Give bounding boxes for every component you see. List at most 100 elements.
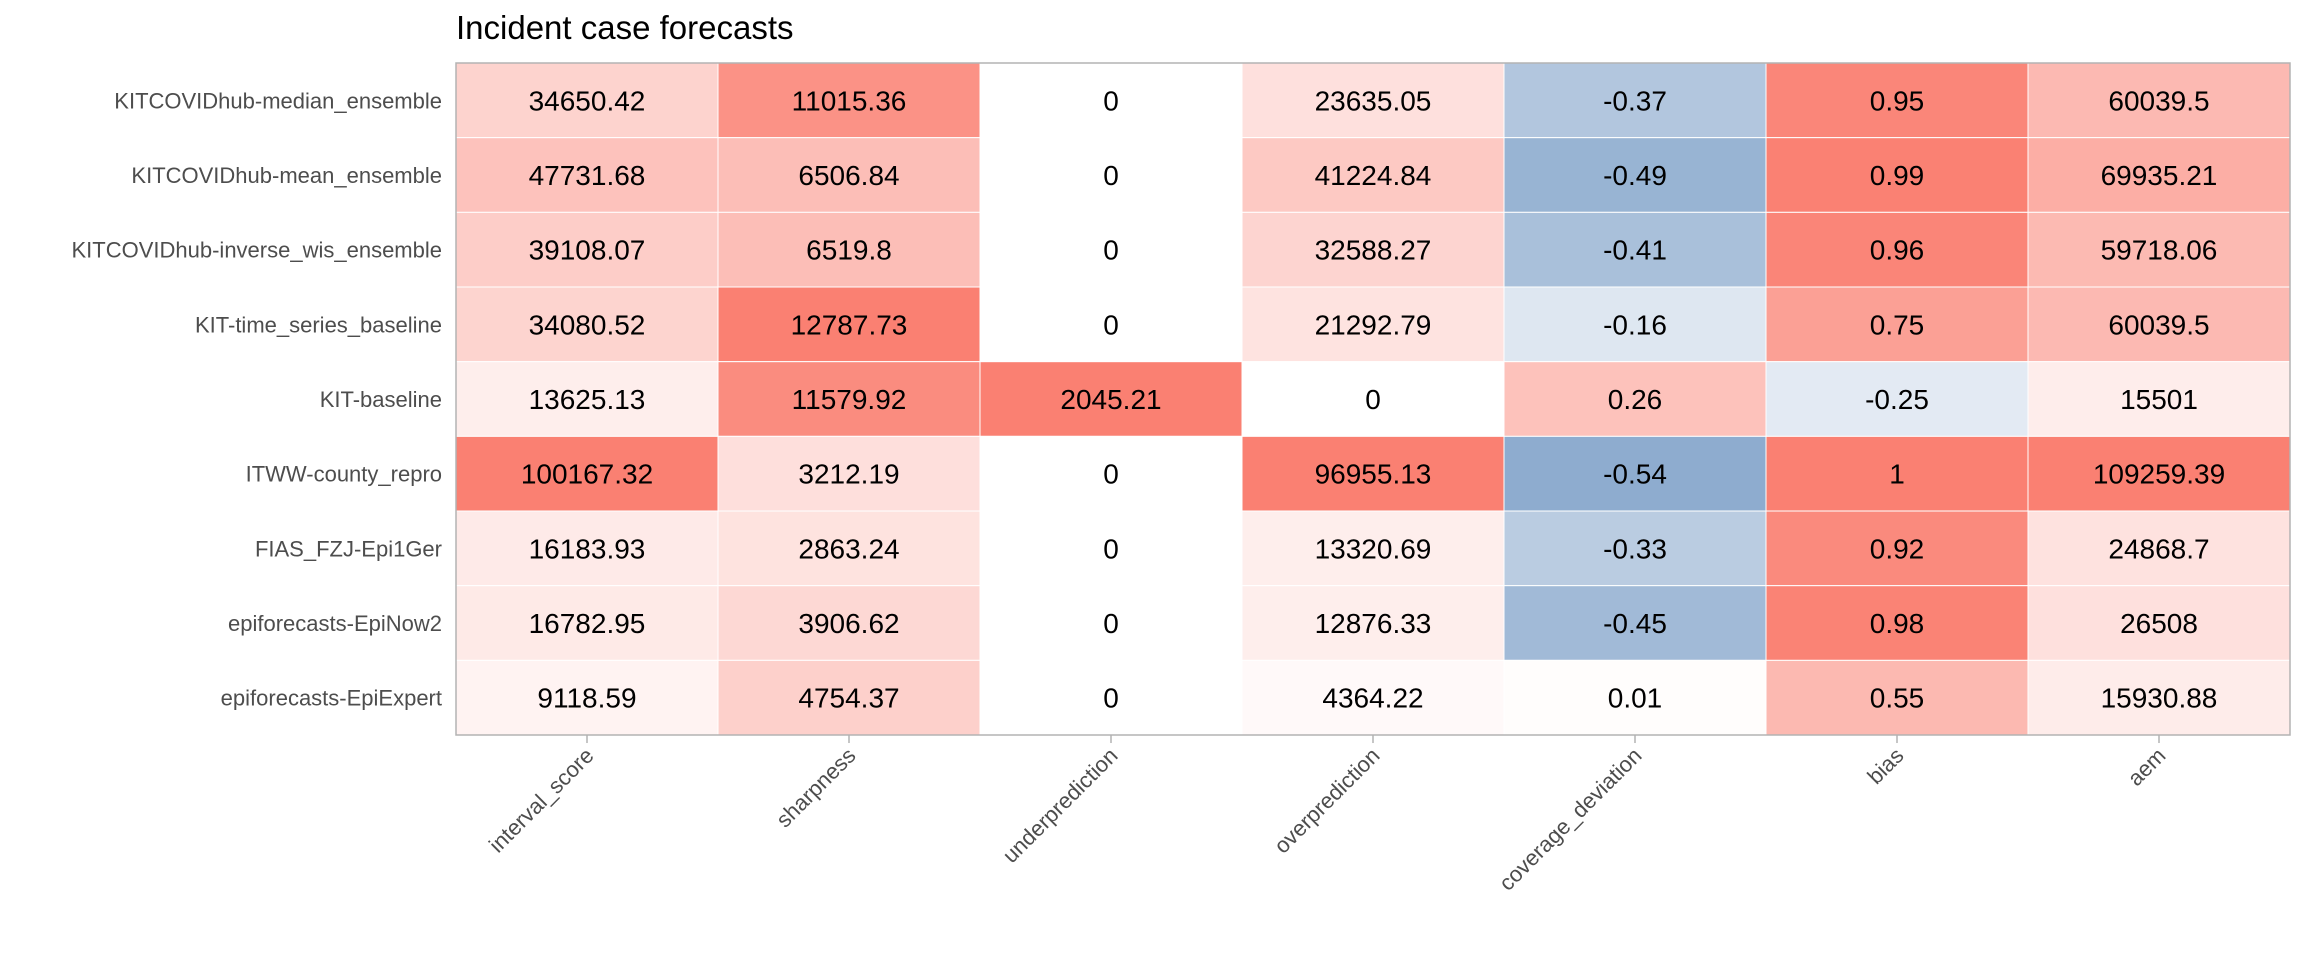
heatmap-cell <box>1765 510 2029 587</box>
cell-value-label: 6506.84 <box>798 160 899 191</box>
heatmap-cell <box>455 510 719 587</box>
heatmap-cell <box>979 361 1243 437</box>
y-tick-label: epiforecasts-EpiNow2 <box>228 611 442 636</box>
cell-value-label: 23635.05 <box>1315 85 1432 116</box>
heatmap-cell <box>455 435 719 512</box>
cell-value-label: 0 <box>1103 459 1119 490</box>
y-tick-label: KITCOVIDhub-inverse_wis_ensemble <box>72 238 443 263</box>
heatmap-cell <box>1765 211 2029 288</box>
heatmap-cell <box>1765 62 2029 139</box>
cell-value-label: 41224.84 <box>1315 160 1432 191</box>
cell-value-label: 34650.42 <box>529 85 646 116</box>
cell-value-label: 47731.68 <box>529 160 646 191</box>
heatmap-cell <box>455 585 719 661</box>
x-tick-label: bias <box>1862 743 1908 789</box>
heatmap-cell <box>979 211 1243 288</box>
heatmap-cell <box>717 435 981 512</box>
cell-value-label: 13625.13 <box>529 384 646 415</box>
panel-border <box>455 62 2291 736</box>
y-tick-label: KITCOVIDhub-median_ensemble <box>114 88 442 113</box>
heatmap-cell <box>455 211 719 288</box>
heatmap-cell <box>2027 585 2291 661</box>
heatmap-cell <box>455 361 719 437</box>
heatmap-cell <box>2027 361 2291 437</box>
cell-value-label: 60039.5 <box>2108 309 2209 340</box>
cell-value-label: -0.45 <box>1603 608 1667 639</box>
cell-value-label: 0.99 <box>1870 160 1925 191</box>
cell-value-label: 9118.59 <box>537 683 636 714</box>
heatmap-cell <box>1765 137 2029 213</box>
heatmap-cell <box>1241 286 1505 363</box>
cell-value-label: 109259.39 <box>2093 459 2225 490</box>
cell-value-label: 0.92 <box>1870 533 1925 564</box>
heatmap-cell <box>2027 137 2291 213</box>
heatmap-cell <box>979 137 1243 213</box>
cell-value-label: 2863.24 <box>798 533 899 564</box>
cell-value-label: 0 <box>1103 683 1119 714</box>
heatmap-cell <box>717 62 981 139</box>
cell-value-label: 4364.22 <box>1322 683 1423 714</box>
chart-title: Incident case forecasts <box>456 9 794 46</box>
cell-value-label: 15501 <box>2120 384 2198 415</box>
cell-value-label: 3212.19 <box>798 459 899 490</box>
cell-value-label: 60039.5 <box>2108 85 2209 116</box>
heatmap-cell <box>717 585 981 661</box>
heatmap-cell <box>1241 435 1505 512</box>
cell-value-label: 96955.13 <box>1315 459 1432 490</box>
cell-value-label: 0 <box>1103 160 1119 191</box>
heatmap-cell <box>1241 211 1505 288</box>
cell-value-label: -0.41 <box>1603 235 1667 266</box>
heatmap-cell <box>1503 510 1767 587</box>
cell-value-label: 13320.69 <box>1315 533 1432 564</box>
cell-value-label: 16183.93 <box>529 533 646 564</box>
x-tick-label: underprediction <box>998 743 1123 868</box>
heatmap-cell <box>979 510 1243 587</box>
cell-value-label: 0.55 <box>1870 683 1925 714</box>
cell-value-label: 15930.88 <box>2101 683 2218 714</box>
heatmap-cell <box>979 435 1243 512</box>
heatmap-cell <box>1503 585 1767 661</box>
heatmap-cell <box>1241 510 1505 587</box>
heatmap-cell <box>2027 211 2291 288</box>
cell-value-label: 0 <box>1365 384 1381 415</box>
y-tick-label: KIT-time_series_baseline <box>195 312 442 337</box>
heatmap-cell <box>1241 62 1505 139</box>
heatmap-cell <box>717 286 981 363</box>
heatmap-cell <box>455 286 719 363</box>
y-tick-label: epiforecasts-EpiExpert <box>221 686 442 711</box>
cell-value-label: 32588.27 <box>1315 235 1432 266</box>
cell-value-label: 11579.92 <box>792 384 907 415</box>
heatmap-cell <box>1765 286 2029 363</box>
heatmap-cell <box>455 137 719 213</box>
heatmap-cell <box>717 211 981 288</box>
cell-value-label: 34080.52 <box>529 309 646 340</box>
cell-value-label: 24868.7 <box>2108 533 2209 564</box>
cell-value-label: -0.37 <box>1603 85 1667 116</box>
x-axis-labels: interval_score sharpness underprediction ov… <box>484 735 2171 895</box>
cell-value-label: 3906.62 <box>798 608 899 639</box>
cell-value-label: 69935.21 <box>2101 160 2218 191</box>
cell-value-label: 0 <box>1103 85 1119 116</box>
cell-value-label: 0.26 <box>1608 384 1663 415</box>
y-tick-label: KITCOVIDhub-mean_ensemble <box>131 163 442 188</box>
cell-value-label: 0.98 <box>1870 608 1925 639</box>
cell-value-label: 0.01 <box>1608 683 1663 714</box>
y-axis-labels: KITCOVIDhub-median_ensemble KITCOVIDhub-m… <box>72 88 443 710</box>
y-tick-label: ITWW-county_repro <box>246 462 442 487</box>
y-tick-label: FIAS_FZJ-Epi1Ger <box>255 536 442 561</box>
cell-value-label: -0.33 <box>1603 533 1667 564</box>
x-tick-label: interval_score <box>484 743 599 858</box>
cell-value-label: 11015.36 <box>792 85 907 116</box>
cell-value-label: 0.75 <box>1870 309 1925 340</box>
heatmap-cell <box>1503 211 1767 288</box>
cell-value-label: -0.49 <box>1603 160 1667 191</box>
cell-value-label: 4754.37 <box>798 683 899 714</box>
cell-value-label: 59718.06 <box>2101 235 2218 266</box>
x-tick-label: sharpness <box>771 743 860 832</box>
heatmap-cell <box>1765 585 2029 661</box>
cell-value-label: 0 <box>1103 533 1119 564</box>
cell-value-label: 39108.07 <box>529 235 646 266</box>
x-tick-label: overprediction <box>1269 743 1384 858</box>
